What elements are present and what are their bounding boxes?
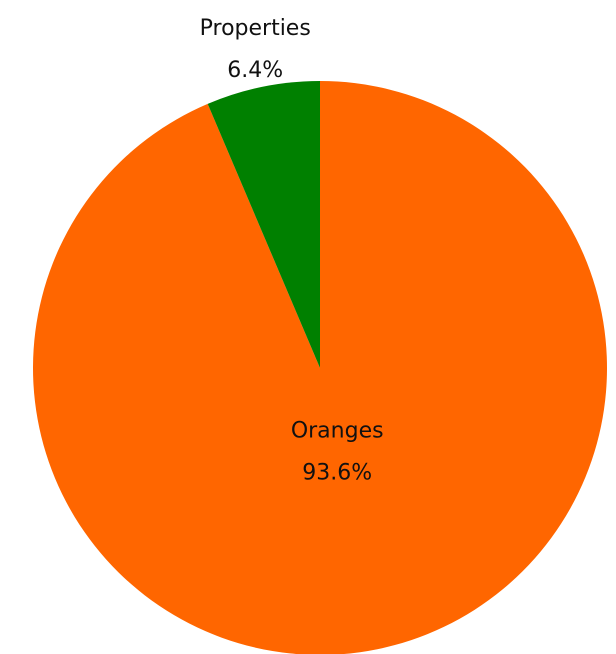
slice-value-label: 6.4% bbox=[227, 58, 283, 83]
pie-slice bbox=[33, 81, 607, 654]
slice-label: Oranges bbox=[291, 418, 384, 443]
pie-slice bbox=[207, 81, 320, 368]
slice-value-label: 93.6% bbox=[302, 460, 372, 485]
slice-label: Properties bbox=[200, 16, 311, 41]
